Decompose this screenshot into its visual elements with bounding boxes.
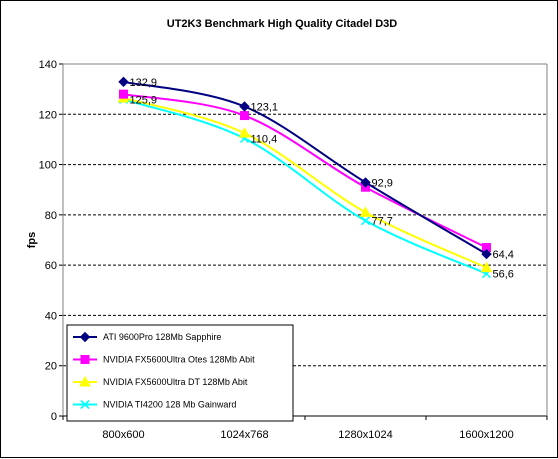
legend-marker — [80, 399, 90, 410]
chart-title: UT2K3 Benchmark High Quality Citadel D3D — [167, 18, 397, 30]
series-3 — [117, 91, 493, 273]
legend-label: NVIDIA FX5600Ultra Otes 128Mb Abit — [103, 355, 255, 365]
legend-entry: ATI 9600Pro 128Mb Sapphire — [73, 331, 221, 343]
y-tick-label: 60 — [45, 260, 57, 272]
series-line — [123, 96, 487, 269]
y-tick-label: 120 — [39, 109, 57, 121]
y-axis-label: fps — [26, 232, 38, 249]
data-point — [119, 89, 128, 99]
data-label: 56,6 — [493, 269, 514, 281]
legend-label: NVIDIA TI4200 128 Mb Gainward — [103, 400, 236, 410]
y-tick-label: 20 — [45, 361, 57, 373]
x-tick-label: 1280x1024 — [338, 429, 392, 441]
data-point — [238, 127, 251, 138]
y-tick-label: 80 — [45, 210, 57, 222]
data-label: 77,7 — [372, 216, 393, 228]
series-line — [123, 80, 488, 255]
y-tick-label: 0 — [51, 411, 57, 423]
y-tick-label: 40 — [45, 310, 57, 322]
legend-label: ATI 9600Pro 128Mb Sapphire — [103, 332, 221, 342]
data-point — [480, 261, 493, 273]
data-point — [239, 101, 250, 112]
y-tick-label: 100 — [39, 160, 57, 172]
data-label: 110,4 — [251, 133, 278, 145]
legend-marker — [79, 331, 91, 343]
series-line — [123, 98, 487, 275]
legend: ATI 9600Pro 128Mb Sapphire NVIDIA FX5600U… — [66, 324, 294, 422]
data-label: 125,9 — [130, 94, 158, 106]
y-tick-label: 140 — [39, 59, 57, 71]
data-label: 92,9 — [372, 177, 393, 189]
data-point — [360, 216, 371, 226]
series-1 — [118, 76, 492, 260]
data-label: 123,1 — [251, 101, 279, 113]
legend-entry: NVIDIA TI4200 128 Mb Gainward — [73, 400, 236, 410]
data-point — [240, 111, 249, 121]
marker-stroke — [80, 399, 90, 410]
x-tick-label: 1024x768 — [220, 429, 268, 441]
data-label: 64,4 — [493, 249, 514, 261]
data-point — [481, 248, 492, 260]
data-point — [118, 76, 129, 88]
marker-stroke — [360, 216, 371, 226]
legend-marker — [80, 355, 90, 364]
legend-entry: NVIDIA FX5600Ultra Otes 128Mb Abit — [73, 355, 255, 365]
legend-label: NVIDIA FX5600Ultra DT 128Mb Abit — [103, 377, 248, 387]
legend-box — [66, 324, 294, 422]
data-point — [359, 206, 372, 217]
x-tick-label: 800x600 — [102, 429, 144, 441]
data-point — [360, 177, 371, 188]
legend-entry: NVIDIA FX5600Ultra DT 128Mb Abit — [73, 375, 248, 387]
x-tick-label: 1600x1200 — [459, 429, 513, 441]
legend-marker — [79, 375, 91, 387]
data-label: 132,9 — [130, 77, 158, 89]
